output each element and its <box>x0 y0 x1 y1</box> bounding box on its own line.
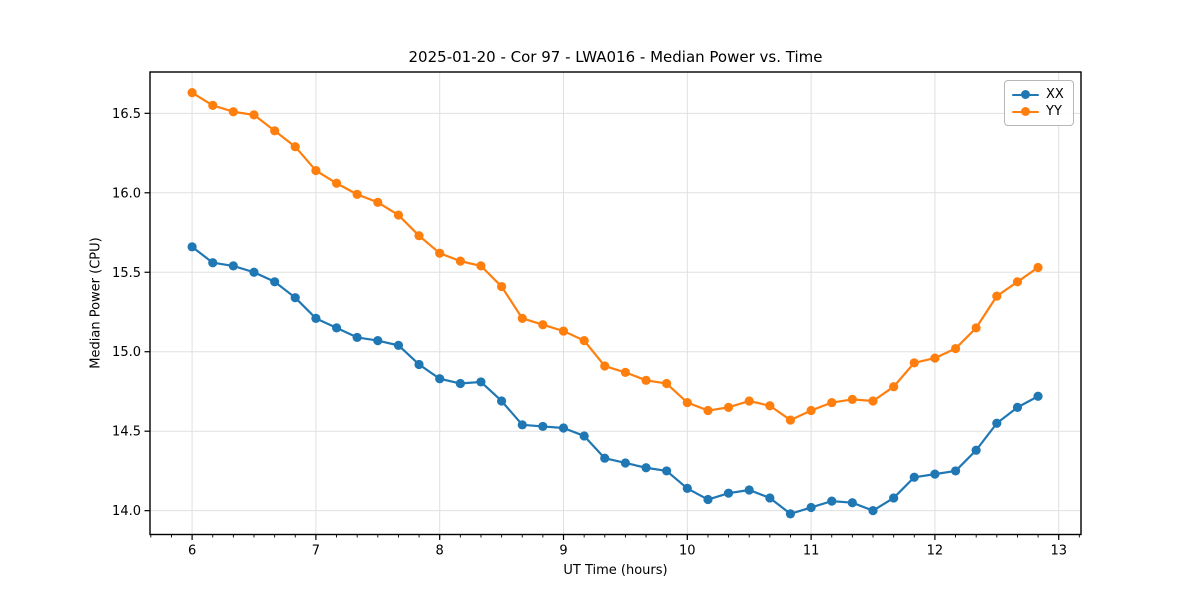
grid-lines <box>150 72 1081 535</box>
x-tick-label: 6 <box>188 544 196 559</box>
y-tick-label: 16.5 <box>112 107 141 122</box>
legend: XX YY <box>1004 80 1074 126</box>
x-axis-label: UT Time (hours) <box>563 563 668 578</box>
x-tick-label: 10 <box>679 544 696 559</box>
axes-spines <box>149 71 1082 536</box>
legend-swatch-xx <box>1012 89 1039 100</box>
axis-tick-labels: 6 7 8 9 10 11 12 13 14.0 14.5 15.0 15.5 16.0 16.5 <box>112 107 1067 559</box>
x-tick-label: 9 <box>559 544 567 559</box>
y-tick-label: 14.0 <box>112 504 141 519</box>
legend-label-xx: XX <box>1046 87 1064 102</box>
x-tick-label: 7 <box>312 544 320 559</box>
chart-title: 2025-01-20 - Cor 97 - LWA016 - Median Po… <box>408 48 823 66</box>
x-tick-label: 13 <box>1050 544 1067 559</box>
x-tick-label: 11 <box>803 544 820 559</box>
y-axis-label-text: Median Power (CPU) <box>88 237 104 369</box>
x-tick-label: 12 <box>927 544 944 559</box>
data-series <box>187 88 1043 519</box>
legend-label-yy: YY <box>1046 104 1062 119</box>
y-tick-label: 15.0 <box>112 345 141 360</box>
y-tick-label: 16.0 <box>112 186 141 201</box>
y-tick-label: 15.5 <box>112 266 141 281</box>
x-tick-label: 8 <box>436 544 444 559</box>
legend-swatch-yy <box>1012 106 1039 117</box>
legend-item-yy: YY <box>1012 103 1064 120</box>
legend-item-xx: XX <box>1012 86 1064 103</box>
axis-ticks <box>144 112 1080 540</box>
y-tick-label: 14.5 <box>112 425 141 440</box>
